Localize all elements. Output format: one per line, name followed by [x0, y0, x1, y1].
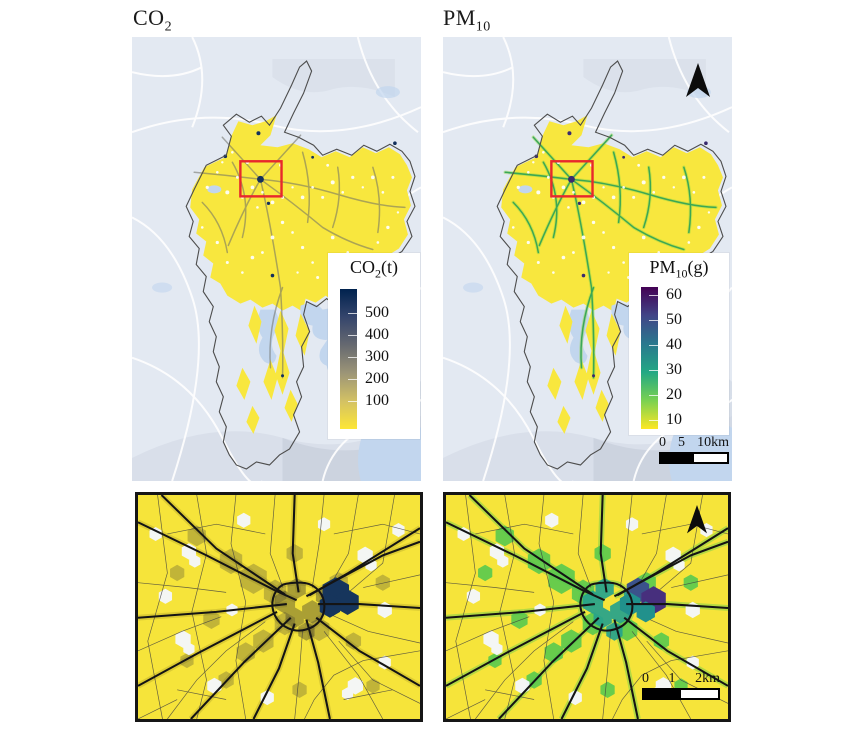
colorbar-tick-mark: [649, 370, 658, 371]
colorbar-tick-mark: [649, 395, 658, 396]
co2-legend-title-unit: (t): [381, 257, 398, 277]
tick-label: 50: [666, 311, 682, 328]
tick-label: 20: [666, 386, 682, 403]
co2-legend-title: CO2(t): [328, 257, 420, 282]
focus-extent-rectangle: [550, 160, 594, 198]
co2-legend: CO2(t) 500 400 300 200 100: [328, 253, 420, 439]
co2-legend-title-text: CO: [349, 257, 375, 277]
scale-label: 10km: [697, 435, 729, 450]
colorbar-tick-mark: [649, 420, 658, 421]
tick-label: 10: [666, 411, 682, 428]
colorbar-tick-mark: [649, 345, 658, 346]
colorbar-tick-mark: [348, 379, 357, 380]
pm10-legend-title-sub: 10: [675, 266, 688, 281]
pm10-overview-map: PM10(g) 60 50 40 30 20 10 0: [443, 37, 732, 481]
colorbar-tick-mark: [348, 357, 357, 358]
scale-bar-black-segment: [661, 454, 694, 462]
scale-bar-labels: 0 1 2km: [642, 671, 720, 686]
pm10-colorbar-ticks: 60 50 40 30 20 10: [666, 286, 682, 429]
colorbar-tick-mark: [649, 320, 658, 321]
pm10-zoom-map: 0 1 2km: [443, 492, 731, 722]
tick-label: 500: [365, 304, 389, 321]
co2-center-hotspot-hexes: [319, 577, 359, 618]
scale-label: 1: [668, 671, 676, 686]
tick-label: 60: [666, 286, 682, 303]
scale-bar-graphic: [659, 452, 729, 464]
pm10-panel-title: PM10: [443, 5, 491, 35]
pm10-colorbar: [641, 287, 658, 429]
co2-colorbar-ticks: 500 400 300 200 100: [365, 304, 389, 410]
scale-bar-black-segment: [644, 690, 681, 698]
co2-zoom-map: [135, 492, 423, 722]
pm10-title-text: PM: [443, 5, 476, 30]
scale-label: 0: [659, 435, 666, 450]
pm10-legend-title-unit: (g): [687, 257, 709, 277]
colorbar-tick-mark: [649, 295, 658, 296]
pm10-legend-title-text: PM: [649, 257, 676, 277]
co2-colorbar: [340, 289, 357, 429]
colorbar-tick-mark: [348, 401, 357, 402]
co2-zoom-svg: [138, 495, 420, 719]
scale-label: 5: [678, 435, 686, 450]
colorbar-tick-mark: [348, 335, 357, 336]
overview-scale-bar: 0 5 10km: [659, 435, 729, 464]
scale-bar-graphic: [642, 688, 720, 700]
tick-label: 400: [365, 326, 389, 343]
scale-label: 0: [642, 671, 649, 686]
tick-label: 200: [365, 370, 389, 387]
pm10-legend-title: PM10(g): [629, 257, 729, 282]
scale-label: 2km: [695, 671, 720, 686]
north-arrow-icon: [685, 63, 711, 99]
co2-legend-title-sub: 2: [375, 266, 381, 281]
pm10-title-subscript: 10: [475, 19, 491, 35]
co2-overview-map: CO2(t) 500 400 300 200 100: [132, 37, 421, 481]
pm10-legend: PM10(g) 60 50 40 30 20 10: [629, 253, 729, 435]
tick-label: 300: [365, 348, 389, 365]
tick-label: 40: [666, 336, 682, 353]
scale-bar-labels: 0 5 10km: [659, 435, 729, 450]
colorbar-tick-mark: [348, 313, 357, 314]
co2-title-text: CO: [133, 5, 165, 30]
tick-label: 30: [666, 361, 682, 378]
tick-label: 100: [365, 392, 389, 409]
zoom-scale-bar: 0 1 2km: [642, 671, 720, 700]
focus-extent-rectangle: [239, 160, 283, 198]
north-arrow-icon: [686, 505, 708, 535]
co2-title-subscript: 2: [164, 19, 173, 35]
co2-panel-title: CO2: [133, 5, 172, 35]
